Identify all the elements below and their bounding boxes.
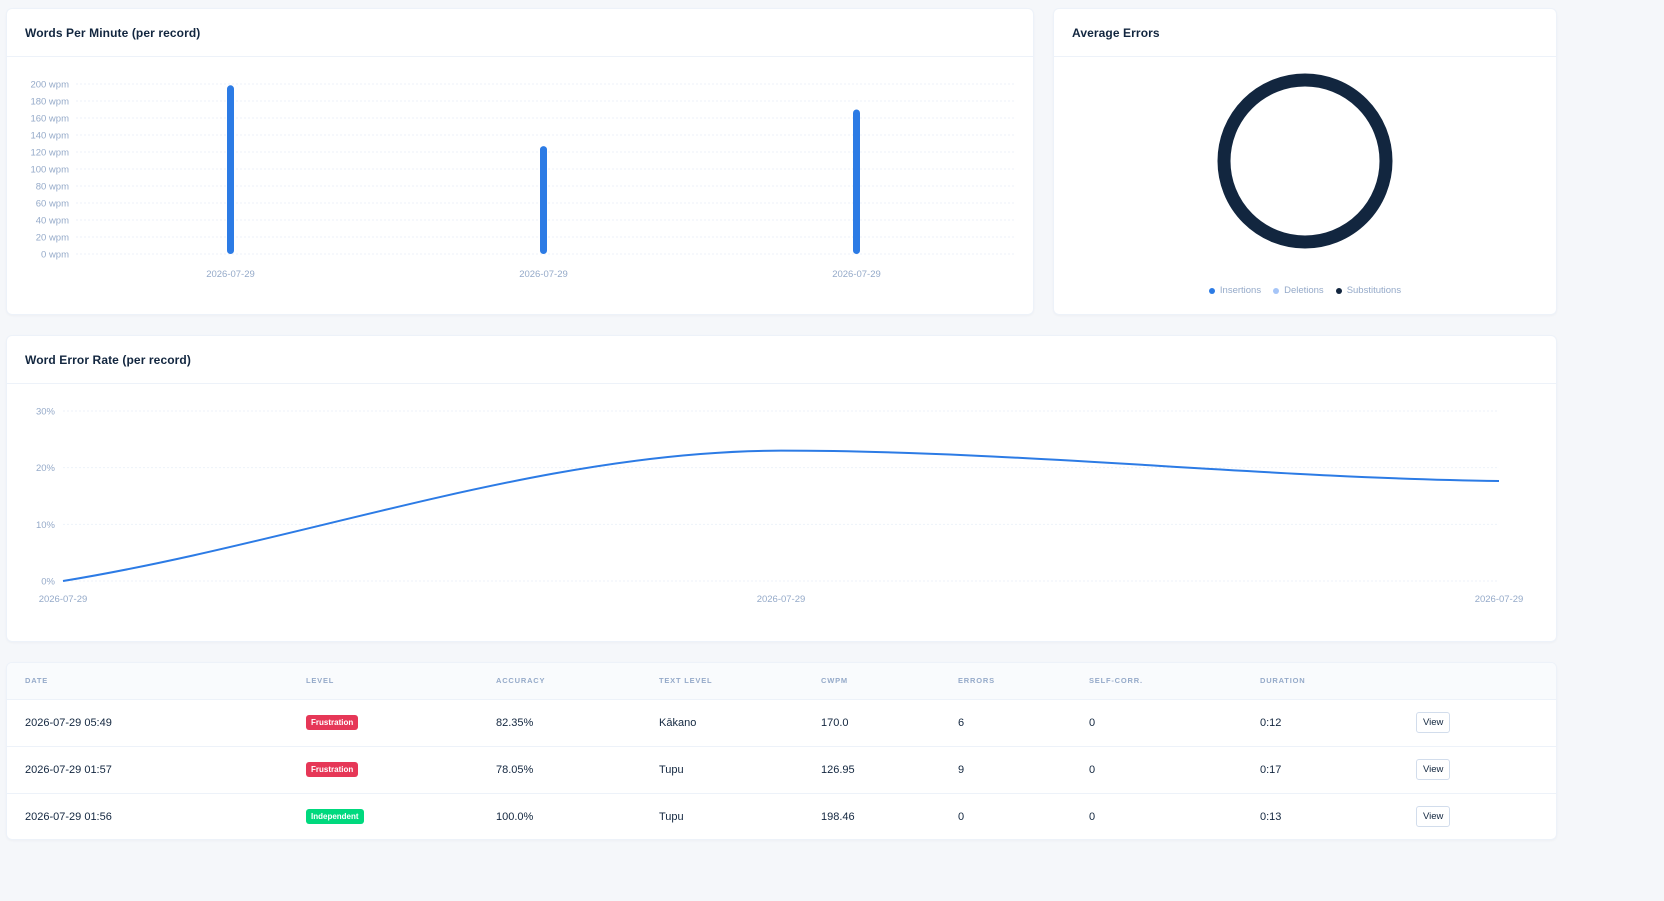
cell-date: 2026-07-29 05:49 [25, 716, 112, 729]
wpm-y-tick-label: 20 wpm [36, 233, 69, 244]
legend-dot-icon [1335, 287, 1342, 294]
cell-action: View [1398, 699, 1556, 746]
wer-card-header: Word Error Rate (per record) [7, 336, 1556, 384]
wer-x-tick-label: 2026-07-29 [757, 594, 806, 605]
level-badge: Independent [306, 809, 364, 825]
wer-line-chart: 30% 20% 10% 0% 2026-07-29 2026-07-29 2026-07-2… [36, 407, 1524, 606]
cell-duration: 0:17 [1260, 763, 1282, 776]
cell-self-corr: 0 [1089, 716, 1096, 729]
legend-label: Deletions [1284, 285, 1324, 296]
wpm-y-tick-label: 0 wpm [41, 250, 69, 261]
wpm-y-tick-label: 140 wpm [30, 131, 69, 142]
cell-level: Frustration [288, 699, 478, 746]
col-date[interactable]: DATE [25, 676, 49, 686]
cell-duration: 0:13 [1260, 810, 1282, 823]
wpm-y-tick-label: 60 wpm [36, 199, 69, 210]
errors-card-header: Average Errors [1054, 9, 1556, 57]
cell-cwpm: 198.46 [821, 810, 855, 823]
cell-cwpm: 126.95 [821, 763, 855, 776]
records-table-card: DATE LEVEL ACCURACY TEXT LEVEL CWPM ERRO… [6, 662, 1557, 840]
cell-duration: 0:12 [1260, 716, 1282, 729]
word-error-rate-card: Word Error Rate (per record) 30% 20% 10% 0%… [6, 335, 1557, 642]
table-row: 2026-07-29 05:49 Frustration 82.35% Kākano 1… [7, 699, 1556, 746]
legend-label: Substitutions [1346, 285, 1402, 296]
errors-legend: Insertions Deletions Substitutions [1054, 285, 1556, 296]
cell-action: View [1398, 746, 1556, 793]
cell-self-corr: 0 [1089, 763, 1096, 776]
legend-dot-icon [1273, 287, 1280, 294]
col-accuracy[interactable]: ACCURACY [496, 676, 546, 686]
cell-errors: 6 [958, 716, 965, 729]
table-body: 2026-07-29 05:49 Frustration 82.35% Kākano 1… [7, 699, 1556, 839]
wer-y-tick-label: 0% [41, 577, 55, 588]
wer-series-line[interactable] [62, 449, 1500, 582]
wpm-chart-title: Words Per Minute (per record) [25, 25, 201, 40]
wpm-bar[interactable] [227, 85, 234, 255]
table-row: 2026-07-29 01:57 Frustration 78.05% Tupu 126… [7, 746, 1556, 793]
legend-item-deletions[interactable]: Deletions [1273, 285, 1324, 296]
wpm-bar[interactable] [853, 109, 860, 255]
wer-y-tick-label: 30% [36, 407, 56, 418]
wpm-y-tick-label: 40 wpm [36, 216, 69, 227]
cell-self-corr: 0 [1089, 810, 1096, 823]
col-duration[interactable]: DURATION [1260, 676, 1306, 686]
col-level[interactable]: LEVEL [306, 676, 335, 686]
view-button[interactable]: View [1416, 712, 1451, 733]
wpm-y-tick-label: 120 wpm [30, 148, 69, 159]
col-actions [1398, 663, 1556, 699]
cell-accuracy: 100.0% [496, 810, 534, 823]
cell-accuracy: 82.35% [496, 716, 534, 729]
wpm-card-header: Words Per Minute (per record) [7, 9, 1033, 57]
col-self-corr[interactable]: SELF-CORR. [1089, 676, 1143, 686]
wpm-bar[interactable] [540, 146, 547, 254]
cell-date: 2026-07-29 01:57 [25, 763, 112, 776]
wer-y-tick-label: 10% [36, 520, 56, 531]
errors-donut-chart [1217, 73, 1393, 249]
cell-text-level: Kākano [659, 716, 697, 729]
wer-y-tick-label: 20% [36, 463, 56, 474]
wpm-y-tick-label: 180 wpm [30, 97, 69, 108]
average-errors-card: Average Errors Insertions Deletions Substi… [1053, 8, 1557, 315]
col-text-level[interactable]: TEXT LEVEL [659, 676, 713, 686]
legend-item-substitutions[interactable]: Substitutions [1335, 285, 1402, 296]
wpm-y-tick-label: 200 wpm [30, 80, 69, 91]
wpm-y-tick-label: 100 wpm [30, 165, 69, 176]
table-row: 2026-07-29 01:56 Independent 100.0% Tupu 198… [7, 793, 1556, 839]
wpm-y-tick-label: 80 wpm [36, 182, 69, 193]
col-errors[interactable]: ERRORS [958, 676, 995, 686]
cell-date: 2026-07-29 01:56 [25, 810, 112, 823]
col-cwpm[interactable]: CWPM [821, 676, 848, 686]
cell-accuracy: 78.05% [496, 763, 534, 776]
donut-slice-substitutions[interactable] [1217, 73, 1393, 249]
wpm-card: Words Per Minute (per record) 200 wpm 180… [6, 8, 1034, 315]
cell-errors: 9 [958, 763, 965, 776]
wpm-x-tick-label: 2026-07-29 [519, 269, 568, 280]
cell-text-level: Tupu [659, 763, 684, 776]
wpm-y-tick-label: 160 wpm [30, 114, 69, 125]
cell-action: View [1398, 793, 1556, 839]
level-badge: Frustration [306, 715, 359, 730]
wpm-x-tick-label: 2026-07-29 [832, 269, 881, 280]
view-button[interactable]: View [1416, 759, 1451, 780]
wer-x-tick-label: 2026-07-29 [39, 594, 88, 605]
wer-chart-title: Word Error Rate (per record) [25, 352, 191, 367]
wpm-bar-chart: 200 wpm 180 wpm 160 wpm 140 wpm 120 wpm 100 w… [30, 80, 1015, 280]
legend-dot-icon [1208, 287, 1215, 294]
wpm-x-tick-label: 2026-07-29 [206, 269, 255, 280]
cell-errors: 0 [958, 810, 965, 823]
legend-label: Insertions [1219, 285, 1262, 296]
errors-chart-title: Average Errors [1072, 25, 1160, 40]
level-badge: Frustration [306, 762, 359, 777]
cell-level: Frustration [288, 746, 478, 793]
cell-text-level: Tupu [659, 810, 684, 823]
cell-level: Independent [288, 793, 478, 839]
view-button[interactable]: View [1416, 806, 1451, 828]
wer-x-tick-label: 2026-07-29 [1475, 594, 1524, 605]
records-table: DATE LEVEL ACCURACY TEXT LEVEL CWPM ERRO… [7, 663, 1556, 839]
legend-item-insertions[interactable]: Insertions [1208, 285, 1262, 296]
cell-cwpm: 170.0 [821, 716, 849, 729]
table-header-row: DATE LEVEL ACCURACY TEXT LEVEL CWPM ERRO… [7, 663, 1556, 699]
